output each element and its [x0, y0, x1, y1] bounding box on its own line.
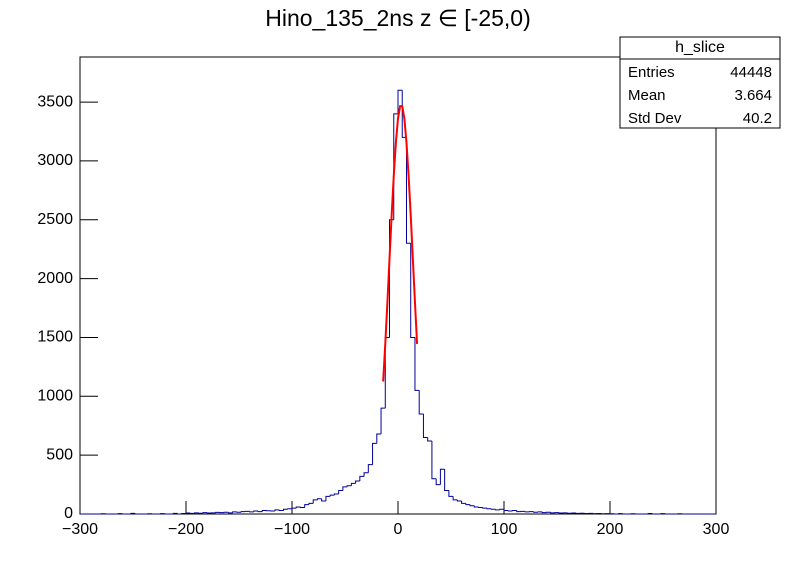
histogram-bin [346, 485, 352, 487]
histogram-bin [473, 505, 479, 508]
histogram-bin [478, 506, 483, 509]
histogram-bin [495, 509, 500, 511]
histogram-bin [325, 495, 331, 502]
histogram-bin [448, 490, 454, 497]
stats-label: Entries [628, 64, 675, 81]
histogram-bin [456, 499, 462, 502]
fit-curve [382, 105, 419, 382]
x-tick-label: −300 [62, 521, 98, 538]
histogram-bin [232, 511, 237, 513]
histogram-bin [227, 512, 233, 514]
histogram-bin [452, 496, 458, 501]
histogram-bin [278, 509, 284, 511]
histogram-bin [130, 512, 136, 514]
histogram-bin [172, 512, 178, 514]
histogram-bin [355, 480, 360, 484]
x-tick-label: 100 [491, 521, 518, 538]
histogram-bin [316, 498, 322, 500]
histogram-bin [193, 512, 199, 514]
histogram-bin [257, 511, 263, 513]
stats-title: h_slice [675, 39, 725, 56]
histogram-bin [134, 513, 140, 515]
histogram-bin [283, 508, 288, 511]
stats-value: 44448 [730, 64, 772, 81]
histogram-bin [507, 510, 513, 512]
histogram-bin [461, 501, 466, 504]
x-tick-label: 0 [394, 521, 403, 538]
histogram-bin [295, 506, 301, 509]
histogram-bin [499, 508, 504, 510]
histogram-bin [418, 390, 424, 415]
y-tick-label: 2000 [37, 270, 73, 287]
histogram-bin [516, 510, 521, 513]
histogram-bin [363, 472, 369, 477]
y-tick-label: 500 [46, 446, 73, 463]
histogram-bin [321, 498, 326, 502]
y-tick-label: 1000 [37, 388, 73, 405]
histogram-bin [486, 508, 492, 510]
histogram-bin [372, 442, 377, 465]
histogram-bin [376, 433, 382, 444]
histogram-bin [367, 464, 373, 473]
histogram-bin [291, 507, 297, 509]
y-tick-label: 2500 [37, 211, 73, 228]
histogram-bin [312, 499, 318, 504]
histogram-bin [380, 407, 386, 434]
histogram-bin [511, 509, 517, 512]
histogram-bin [308, 502, 314, 505]
histogram-bin [439, 468, 445, 485]
histogram-bin [431, 441, 437, 480]
x-tick-label: 200 [597, 521, 624, 538]
x-tick-label: 300 [703, 521, 730, 538]
stats-label: Std Dev [628, 110, 682, 127]
histogram-bin [261, 509, 267, 512]
histogram-bin [287, 508, 292, 510]
histogram-bin [299, 506, 305, 509]
y-tick-label: 0 [64, 505, 73, 522]
histogram-bin [253, 510, 259, 512]
histogram-bin [469, 504, 475, 507]
chart-title: Hino_135_2ns z ∈ [-25,0) [265, 5, 531, 31]
histogram-bin [350, 482, 356, 486]
stats-box [619, 36, 781, 129]
histogram-bin [329, 494, 335, 497]
histogram-bin [541, 511, 547, 514]
histogram-bin [550, 512, 555, 514]
histogram-bin [202, 512, 208, 514]
stats-value: 3.664 [734, 87, 772, 104]
histogram-bin [359, 475, 365, 482]
stats-label: Mean [628, 87, 666, 104]
y-tick-label: 3500 [37, 93, 73, 110]
histogram-bin [405, 137, 411, 244]
histogram-bin [397, 89, 403, 114]
histogram-bin [503, 509, 509, 511]
histogram-bin [274, 509, 280, 512]
histogram-bin [304, 504, 309, 508]
y-tick-label: 3000 [37, 152, 73, 169]
histogram-bin [435, 478, 441, 486]
x-tick-label: −200 [168, 521, 204, 538]
y-tick-label: 1500 [37, 329, 73, 346]
histogram-bin [422, 413, 428, 438]
histogram-bin [482, 507, 488, 509]
histogram-bin [533, 511, 538, 513]
histogram-bin [490, 508, 496, 510]
histogram-bin [410, 243, 415, 338]
histogram-bin [414, 337, 420, 391]
histogram-bin [465, 503, 471, 506]
histogram-bin [342, 486, 348, 491]
histogram-bin [177, 513, 182, 515]
histogram-bin [240, 511, 246, 513]
histogram-bin [427, 437, 432, 442]
stats-value: 40.2 [743, 110, 772, 127]
x-tick-label: −100 [274, 521, 310, 538]
histogram-bin [444, 469, 449, 491]
histogram-bin [338, 489, 343, 494]
histogram-bin [333, 493, 339, 496]
